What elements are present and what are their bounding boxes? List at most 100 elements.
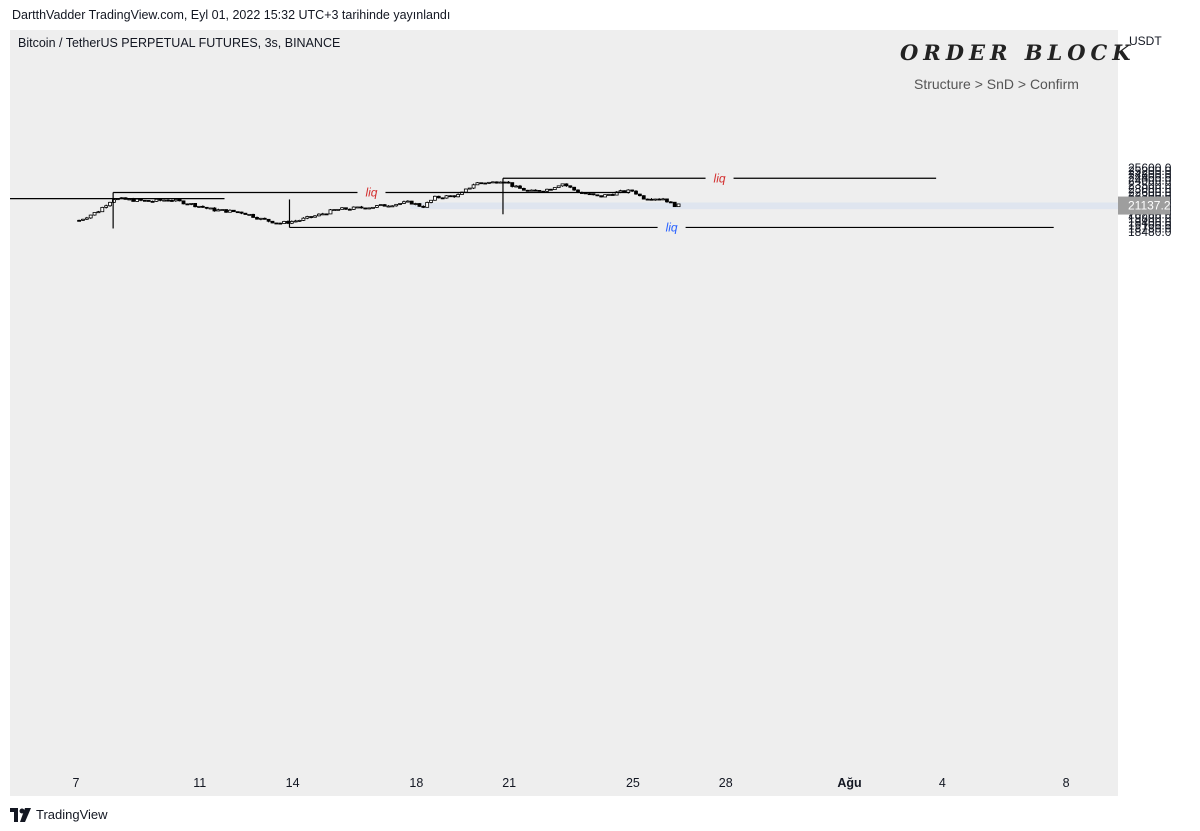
candle-body — [150, 200, 155, 203]
candle-body — [204, 206, 209, 209]
liquidity-label-bg — [657, 219, 686, 236]
candle-body — [293, 220, 298, 223]
candle-body — [556, 185, 561, 188]
candle-body — [587, 193, 592, 196]
candle-body — [498, 181, 503, 184]
candle-body — [166, 199, 170, 202]
candle-body — [398, 203, 402, 205]
candle-body — [607, 194, 611, 196]
candle-body — [514, 185, 519, 188]
price-tick-label: 24800.0 — [1128, 167, 1172, 181]
candle-body — [491, 181, 495, 184]
candle-body — [84, 217, 89, 220]
candle-body — [560, 183, 565, 187]
currency-label: USDT — [1129, 34, 1162, 48]
last-price-label: 21137.2 — [1128, 199, 1171, 213]
chart-area[interactable] — [10, 30, 1118, 770]
candle-body — [599, 195, 604, 198]
candle-body — [409, 200, 414, 205]
candle-body — [266, 218, 271, 222]
price-tick-label: 24000.0 — [1128, 174, 1172, 188]
candlestick-chart[interactable]: liq liq liq 25600.025200.024800.024400.0240… — [0, 0, 1200, 800]
candle-body — [355, 206, 360, 209]
candle-body — [390, 205, 395, 208]
candle-body — [142, 199, 147, 202]
candle-body — [456, 194, 461, 198]
candle-body — [386, 205, 391, 208]
candle-body — [440, 197, 445, 200]
candle-body — [668, 201, 673, 204]
published-header: DartthVadder TradingView.com, Eyl 01, 20… — [12, 8, 451, 22]
time-tick-label: 4 — [939, 776, 946, 790]
candle-body — [224, 209, 228, 213]
candle-body — [270, 220, 275, 224]
candle-body — [630, 189, 635, 192]
candle-body — [324, 213, 329, 216]
time-tick-label: 21 — [502, 776, 516, 790]
candle-body — [347, 208, 352, 211]
candle-body — [100, 206, 105, 213]
candle-body — [154, 198, 159, 202]
candle-body — [239, 211, 244, 214]
candle-body — [572, 186, 577, 191]
candle-body — [309, 216, 314, 218]
candle-body — [552, 187, 557, 190]
price-tick-label: 25600.0 — [1128, 161, 1172, 175]
candle-body — [282, 221, 286, 224]
candle-body — [332, 209, 337, 211]
price-tick-label: 23500.0 — [1128, 178, 1172, 192]
liquidity-label: liq — [365, 185, 377, 199]
candle-body — [336, 208, 341, 211]
candle-body — [92, 212, 97, 216]
candle-body — [429, 199, 433, 203]
order-block-subtitle: Structure > SnD > Confirm — [914, 76, 1079, 92]
candle-body — [212, 207, 217, 212]
candle-body — [382, 204, 387, 207]
footer[interactable]: TradingView — [10, 804, 108, 826]
candle-body — [521, 187, 526, 191]
candle-body — [81, 218, 85, 221]
candle-body — [421, 205, 426, 208]
candle-body — [433, 195, 437, 201]
candle-body — [518, 185, 522, 189]
candle-body — [104, 205, 109, 208]
candle-body — [88, 214, 93, 219]
price-tick-label: 18480.0 — [1128, 225, 1172, 239]
time-axis[interactable] — [10, 770, 1118, 796]
candle-body — [170, 200, 174, 202]
candle-body — [529, 189, 534, 192]
tradingview-logo-icon — [10, 808, 31, 822]
price-tick-label: 22600.0 — [1128, 185, 1172, 199]
candle-body — [328, 209, 333, 215]
candle-body — [135, 198, 140, 202]
candle-body — [665, 198, 669, 203]
liquidity-label: liq — [666, 220, 678, 234]
price-tick-label: 23000.0 — [1128, 182, 1172, 196]
candle-body — [394, 203, 399, 207]
candle-body — [243, 212, 248, 215]
candle-body — [479, 182, 484, 185]
candle-body — [510, 182, 515, 187]
time-tick-label: 7 — [73, 776, 80, 790]
candle-body — [316, 213, 321, 217]
candle-body — [247, 213, 252, 216]
candle-body — [549, 188, 553, 191]
candle-body — [177, 199, 182, 202]
candle-body — [417, 203, 422, 207]
order-block-zone — [410, 202, 1119, 210]
candle-body — [131, 198, 136, 202]
candle-body — [649, 198, 654, 201]
price-tick-label: 19400.0 — [1128, 215, 1172, 229]
candle-body — [200, 205, 205, 208]
candle-body — [220, 209, 225, 211]
candle-body — [112, 199, 116, 203]
candle-body — [146, 200, 151, 202]
time-tick-label: 18 — [409, 776, 423, 790]
candle-body — [610, 194, 615, 196]
liquidity-label-bg — [705, 170, 734, 187]
price-axis[interactable] — [1118, 30, 1200, 770]
symbol-title[interactable]: Bitcoin / TetherUS PERPETUAL FUTURES, 3s… — [18, 36, 341, 50]
candle-body — [378, 204, 383, 206]
candle-body — [301, 217, 306, 221]
candle-body — [533, 189, 538, 192]
